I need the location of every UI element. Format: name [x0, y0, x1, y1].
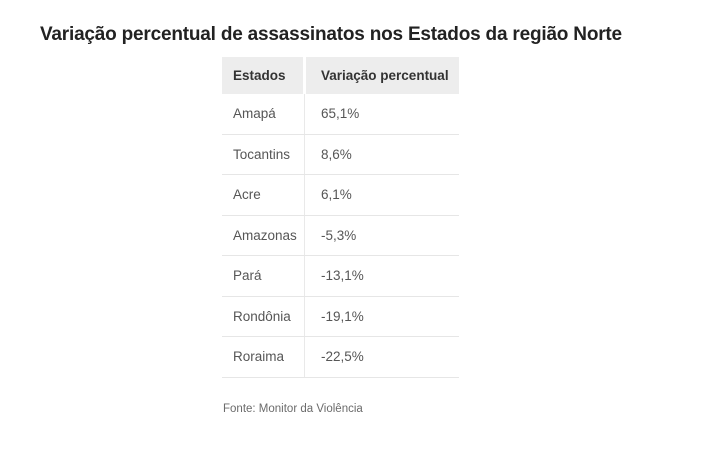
- state-cell: Amazonas: [222, 215, 305, 255]
- variation-cell: -13,1%: [321, 268, 364, 284]
- table-row: Pará -13,1%: [222, 256, 459, 297]
- page-title: Variação percentual de assassinatos nos …: [40, 24, 622, 45]
- state-cell: Rondônia: [222, 296, 305, 336]
- source-caption: Fonte: Monitor da Violência: [223, 403, 363, 415]
- variation-cell: 65,1%: [321, 106, 360, 122]
- data-table: Estados Variação percentual Amapá 65,1% …: [222, 57, 459, 378]
- table-header-estados: Estados: [222, 57, 303, 94]
- state-cell: Tocantins: [222, 134, 305, 174]
- table-header-variacao: Variação percentual: [306, 57, 459, 94]
- variation-cell: -22,5%: [321, 349, 364, 365]
- table-row: Acre 6,1%: [222, 175, 459, 216]
- variation-cell: 8,6%: [321, 146, 352, 162]
- state-cell: Pará: [222, 256, 305, 296]
- state-cell: Amapá: [222, 94, 305, 134]
- table-row: Amazonas -5,3%: [222, 215, 459, 256]
- state-cell: Acre: [222, 175, 305, 215]
- table-header-row: Estados Variação percentual: [222, 57, 459, 94]
- variation-cell: 6,1%: [321, 187, 352, 203]
- variation-cell: -19,1%: [321, 308, 364, 324]
- table-row: Rondônia -19,1%: [222, 296, 459, 337]
- state-cell: Roraima: [222, 337, 305, 377]
- table-row: Tocantins 8,6%: [222, 134, 459, 175]
- table-row: Roraima -22,5%: [222, 337, 459, 378]
- table-row: Amapá 65,1%: [222, 94, 459, 135]
- variation-cell: -5,3%: [321, 227, 357, 243]
